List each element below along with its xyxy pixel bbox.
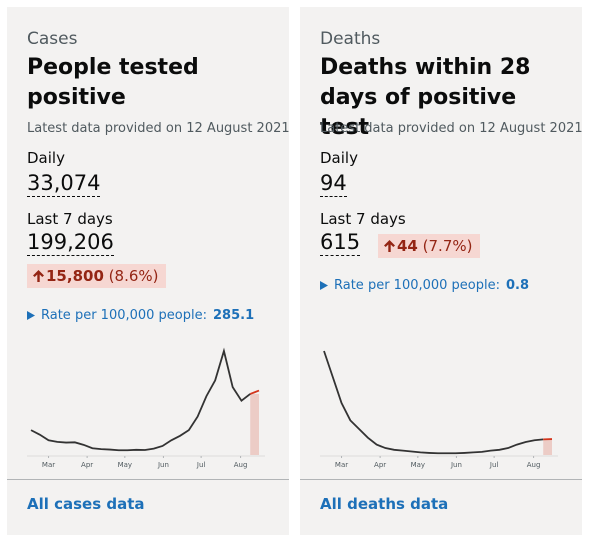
- daily-value[interactable]: 94: [320, 171, 347, 197]
- rate-label: Rate per 100,000 people:: [334, 278, 501, 293]
- x-tick-label: Aug: [234, 461, 248, 469]
- heading: People tested positive: [27, 55, 199, 110]
- divider: [7, 479, 289, 480]
- change-percent: (7.7%): [422, 237, 473, 255]
- daily-value[interactable]: 33,074: [27, 171, 101, 197]
- x-tick-label: Apr: [374, 461, 386, 469]
- highlight: [250, 393, 259, 455]
- x-tick-label: May: [118, 461, 132, 469]
- x-tick-label: Jun: [157, 461, 169, 469]
- week-value[interactable]: 199,206: [27, 230, 114, 256]
- week-label: Last 7 days: [27, 210, 113, 228]
- rate-toggle[interactable]: Rate per 100,000 people: 285.1: [27, 308, 254, 323]
- cases-card: Cases People tested positive Latest data…: [7, 7, 290, 535]
- data-link[interactable]: All cases data: [27, 495, 145, 513]
- change-value: 15,800: [46, 267, 104, 285]
- up-arrow: [33, 270, 44, 282]
- week-value[interactable]: 615: [320, 230, 361, 256]
- divider: [300, 479, 582, 480]
- x-tick-label: Apr: [81, 461, 93, 469]
- trend-line: [323, 350, 544, 455]
- updated: Latest data provided on 12 August 2021: [320, 121, 583, 136]
- updated: Latest data provided on 12 August 2021: [27, 121, 290, 136]
- highlight: [543, 439, 552, 455]
- heading: Deaths within 28 days of positive test: [320, 55, 531, 140]
- recent-line: [249, 389, 260, 395]
- x-tick-label: Mar: [335, 461, 348, 469]
- data-link[interactable]: All deaths data: [320, 495, 449, 513]
- category: Cases: [27, 29, 78, 49]
- up-arrow: [384, 240, 395, 252]
- x-tick-label: Jun: [450, 461, 462, 469]
- x-tick-label: Jul: [489, 461, 499, 469]
- week-label: Last 7 days: [320, 210, 406, 228]
- sparkline: Mar Apr May Jun Jul Aug: [27, 347, 265, 469]
- change: 15,800 (8.6%): [27, 264, 167, 288]
- trend-line: [30, 347, 251, 452]
- category: Deaths: [320, 29, 381, 49]
- daily-label: Daily: [320, 149, 358, 167]
- rate-value: 285.1: [213, 308, 255, 323]
- x-tick-label: May: [411, 461, 425, 469]
- rate-value: 0.8: [506, 278, 530, 293]
- daily-label: Daily: [27, 149, 65, 167]
- x-tick-label: Jul: [196, 461, 206, 469]
- toggle-icon: [27, 311, 35, 320]
- rate-toggle[interactable]: Rate per 100,000 people: 0.8: [320, 278, 529, 293]
- change: 44 (7.7%): [378, 234, 481, 258]
- sparkline: Mar Apr May Jun Jul Aug: [320, 350, 558, 469]
- deaths-card: Deaths Deaths within 28 days of positive…: [300, 7, 583, 535]
- x-tick-label: Mar: [42, 461, 55, 469]
- toggle-icon: [320, 281, 328, 290]
- change-value: 44: [397, 237, 418, 255]
- rate-label: Rate per 100,000 people:: [41, 308, 208, 323]
- change-percent: (8.6%): [108, 267, 159, 285]
- x-tick-label: Aug: [527, 461, 541, 469]
